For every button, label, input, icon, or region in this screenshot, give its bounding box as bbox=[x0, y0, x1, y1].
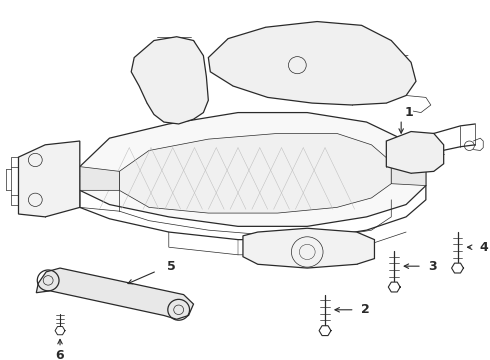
Text: 3: 3 bbox=[428, 260, 437, 273]
Circle shape bbox=[170, 50, 178, 58]
Polygon shape bbox=[55, 327, 65, 335]
Polygon shape bbox=[319, 326, 331, 336]
Polygon shape bbox=[120, 134, 392, 213]
Text: 2: 2 bbox=[361, 303, 369, 316]
Text: 4: 4 bbox=[479, 241, 488, 254]
Polygon shape bbox=[243, 228, 374, 268]
Polygon shape bbox=[388, 282, 400, 292]
Polygon shape bbox=[19, 141, 80, 217]
Polygon shape bbox=[452, 263, 464, 273]
Polygon shape bbox=[131, 37, 208, 124]
Text: 1: 1 bbox=[404, 106, 413, 119]
Polygon shape bbox=[80, 167, 120, 190]
Polygon shape bbox=[392, 160, 426, 186]
Polygon shape bbox=[80, 113, 426, 226]
Polygon shape bbox=[36, 268, 194, 319]
Polygon shape bbox=[208, 22, 416, 105]
Polygon shape bbox=[386, 131, 443, 173]
Text: 5: 5 bbox=[167, 260, 175, 273]
Text: 6: 6 bbox=[56, 349, 64, 360]
